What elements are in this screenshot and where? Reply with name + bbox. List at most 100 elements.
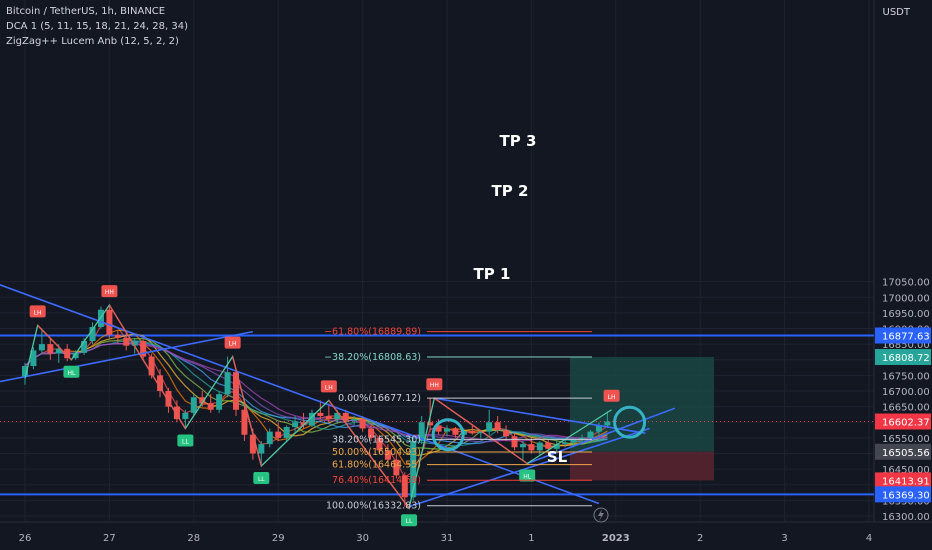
price-tag-bg: [875, 327, 931, 344]
candle-body: [503, 430, 510, 437]
candle: [157, 369, 164, 398]
pivot-badge: [426, 378, 443, 391]
candle-body: [494, 422, 501, 431]
zigzag-pivot-label: LH: [320, 380, 337, 393]
zigzag-pivot-label: HH: [426, 378, 443, 391]
candle-body: [334, 412, 341, 420]
trendline: [0, 284, 600, 505]
candle-body: [570, 439, 577, 443]
candle-body: [536, 442, 543, 451]
zigzag-pivot-label: HL: [63, 365, 80, 378]
price-tag: 16369.30: [875, 486, 931, 503]
pivot-badge-text: HH: [430, 382, 439, 389]
candle-body: [342, 412, 349, 421]
candle: [72, 350, 79, 360]
zigzag-pivot-label: LL: [177, 434, 194, 447]
y-tick-label: 17000.00: [882, 293, 930, 304]
zigzag-pivot-label: LL: [253, 472, 270, 484]
pivot-badge: [29, 305, 46, 318]
candle-body: [106, 309, 113, 335]
highlight-circle: [431, 418, 465, 452]
candle-body: [249, 434, 256, 454]
candle: [511, 433, 518, 451]
candle: [292, 416, 299, 432]
candle-body: [241, 409, 248, 435]
candle: [469, 425, 476, 435]
candle-body: [469, 431, 476, 434]
fib-level-label: −61.80%(16889.89): [324, 327, 421, 338]
pivot-badge-text: LL: [182, 439, 189, 446]
lightning-icon-bolt: [598, 509, 604, 521]
trendline: [0, 330, 254, 383]
price-tag-text: 16877.63: [882, 331, 930, 342]
price-tag-text: 16808.72: [882, 353, 930, 364]
y-tick-label: 17050.00: [882, 278, 930, 289]
candle-body: [266, 431, 273, 445]
candle-body: [165, 391, 172, 407]
pivot-badge: [253, 472, 270, 484]
candle: [216, 391, 223, 413]
candle: [519, 441, 526, 462]
x-tick-label: 29: [272, 533, 285, 544]
candle: [283, 425, 290, 441]
candle: [486, 409, 493, 435]
candle: [494, 416, 501, 434]
indicator-dca-legend[interactable]: DCA 1 (5, 11, 15, 18, 21, 24, 28, 34): [6, 21, 188, 32]
candle: [190, 394, 197, 416]
pivot-badge-text: HL: [67, 370, 76, 377]
candle-body: [579, 437, 586, 440]
candle-body: [275, 431, 282, 438]
y-tick-label: 16700.00: [882, 387, 930, 398]
symbol-title[interactable]: Bitcoin / TetherUS, 1h, BINANCE: [6, 6, 166, 17]
candle-body: [401, 475, 408, 498]
indicator-zigzag-legend[interactable]: ZigZag++ Lucem Anb (12, 5, 2, 2): [6, 36, 179, 47]
candle-body: [519, 444, 526, 448]
x-tick-label: 1: [528, 533, 534, 544]
candle-body: [486, 422, 493, 432]
candle-body: [30, 350, 37, 366]
candle: [444, 425, 450, 437]
candle: [275, 422, 282, 441]
candle-body: [300, 422, 307, 426]
fib-level-label: 0.00%(16677.12): [338, 393, 421, 404]
zigzag-pivot-label: LH: [224, 336, 241, 349]
candle-body: [157, 375, 164, 391]
candle-body: [224, 372, 231, 395]
candle: [308, 409, 315, 427]
candle-body: [427, 422, 434, 426]
candle-body: [131, 341, 138, 346]
candle: [553, 441, 560, 452]
lightning-icon-ring: [593, 507, 609, 523]
x-tick-label: 2: [697, 533, 703, 544]
candle-body: [182, 412, 189, 420]
candle-body: [72, 352, 79, 359]
candle-body: [587, 431, 594, 438]
candle: [64, 344, 71, 362]
candle: [393, 453, 400, 479]
candle-body: [64, 348, 71, 359]
price-tag-text: 16505.56: [882, 448, 930, 459]
candle-body: [317, 412, 324, 416]
zigzag-down-leg: [231, 356, 262, 467]
candle-body: [452, 428, 459, 435]
zigzag-down-leg: [433, 397, 528, 465]
candle: [89, 322, 96, 345]
candle: [317, 400, 324, 420]
zigzag-pivot-label: LH: [29, 305, 46, 318]
candle-body: [325, 416, 332, 420]
candle: [300, 412, 307, 429]
candle: [325, 403, 332, 423]
candle: [401, 472, 408, 507]
candle-body: [435, 425, 442, 432]
candle-body: [114, 334, 121, 338]
x-tick-label: 26: [19, 533, 32, 544]
candle-body: [595, 425, 602, 432]
price-tag: 16877.63: [875, 327, 931, 344]
x-tick-label: 30: [356, 533, 369, 544]
candle-body: [410, 441, 417, 498]
ma-ribbon-line: [24, 340, 608, 447]
pivot-badge: [177, 434, 194, 447]
candle-body: [148, 356, 155, 376]
pivot-badge: [401, 514, 418, 527]
